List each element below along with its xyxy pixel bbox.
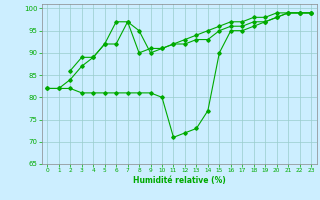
X-axis label: Humidité relative (%): Humidité relative (%) xyxy=(133,176,226,185)
